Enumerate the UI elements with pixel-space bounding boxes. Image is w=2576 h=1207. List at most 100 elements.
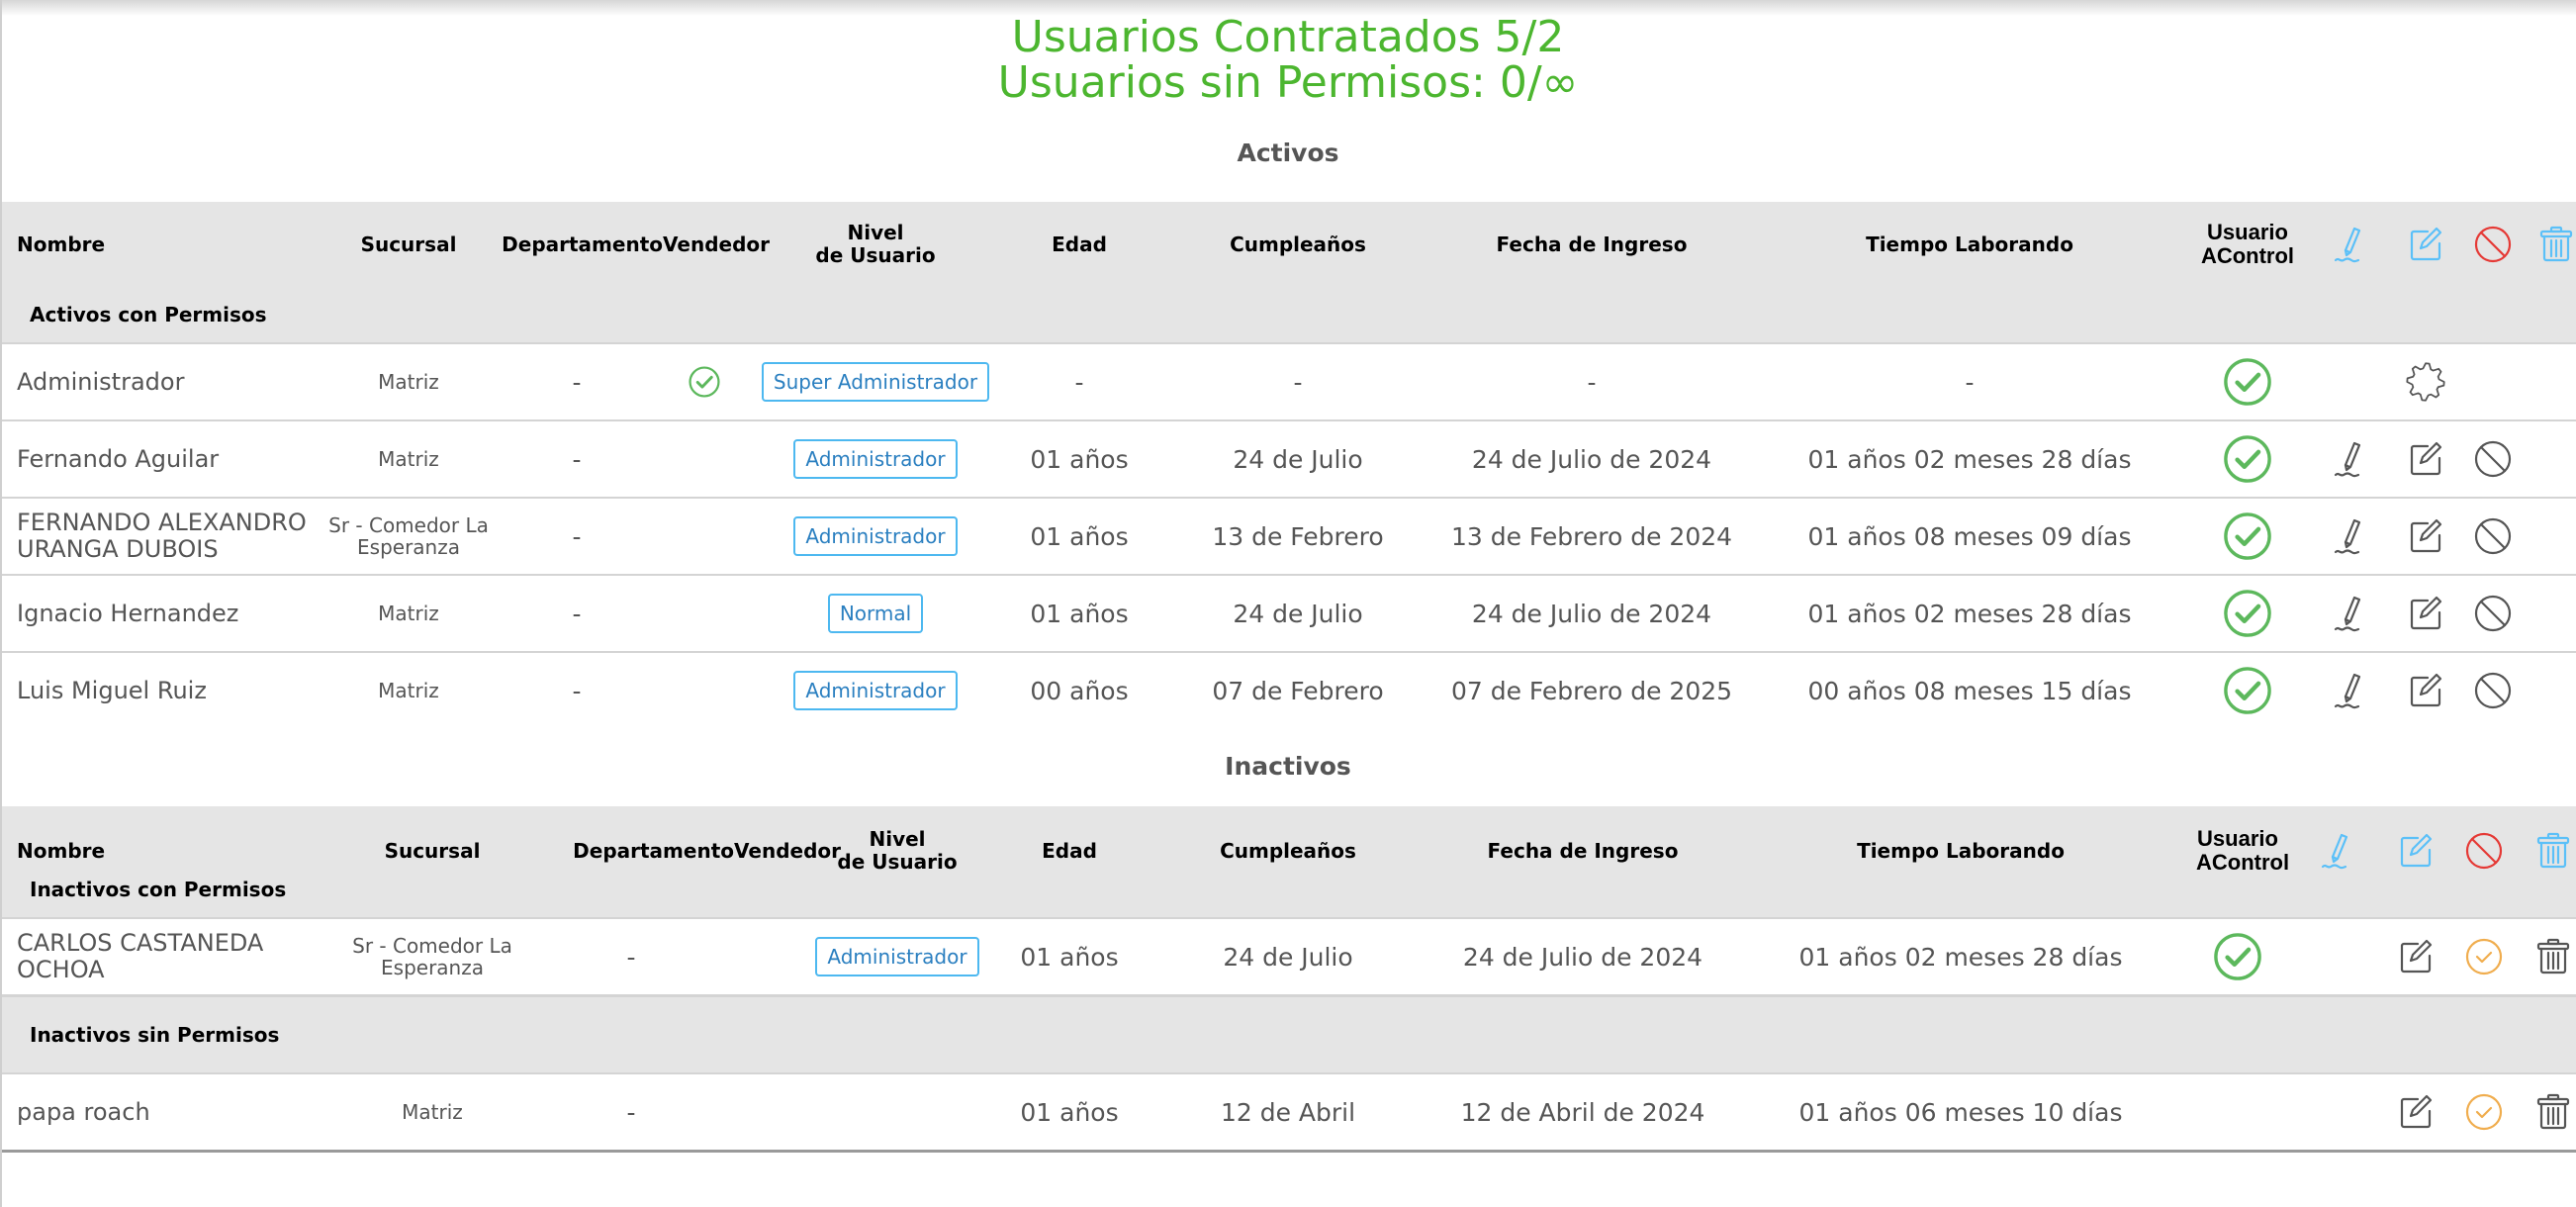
level-cell: Normal [746,594,1005,633]
action-cell [2394,1092,2438,1132]
signature-icon[interactable] [2297,225,2402,264]
branch-cell: Matriz [378,602,439,625]
signature-icon[interactable] [2279,831,2394,871]
user-level-badge[interactable]: Administrador [793,671,958,710]
column-header-acontrol: Usuario AControl [2196,826,2290,875]
acontrol-cell [2196,931,2279,982]
edit-icon[interactable] [2402,225,2449,264]
acontrol-cell [2198,356,2297,408]
group-header: Activos con Permisos [2,287,2576,342]
ban-icon[interactable] [2473,516,2513,556]
department-cell: - [626,942,636,972]
group-header: Inactivos con Permisos [2,862,2576,917]
action-cell [2449,671,2536,710]
user-name: Fernando Aguilar [17,444,220,473]
acontrol-cell [2198,433,2297,485]
hire-date-cell: 12 de Abril de 2024 [1460,1097,1705,1127]
column-header-birthday: Cumpleaños [1220,838,1356,863]
department-cell: - [626,1097,636,1127]
section-title-inactivos: Inactivos [1225,752,1351,781]
edit-icon[interactable] [2396,1092,2436,1132]
edit-icon[interactable] [2406,594,2445,633]
birthday-cell: 24 de Julio [1223,942,1353,972]
tenure-cell: - [1965,367,1975,397]
user-name: Ignacio Hernandez [17,599,239,627]
column-header-name: Nombre [17,232,106,256]
user-name: CARLOS CASTANEDA OCHOA [17,929,264,983]
table-row: Luis Miguel Ruiz Matriz - Administrador 00 a… [2,651,2576,728]
user-level-badge[interactable]: Super Administrador [761,362,990,402]
edit-icon[interactable] [2396,937,2436,976]
hire-date-cell: 24 de Julio de 2024 [1471,599,1712,628]
column-header-vendor: Vendedor [734,838,841,863]
level-cell: Administrador [746,439,1005,479]
user-level-badge[interactable]: Administrador [793,439,958,479]
action-cell [2402,516,2449,556]
ban-icon[interactable] [2438,831,2530,871]
table-row: Administrador Matriz - Super Administrador -… [2,342,2576,419]
user-level-badge[interactable]: Administrador [793,516,958,556]
birthday-cell: 12 de Abril [1220,1097,1356,1127]
birthday-cell: 07 de Febrero [1212,676,1384,705]
signature-icon[interactable] [2330,594,2369,633]
table-row: papa roach Matriz - 01 años 12 de Abril 12 de… [2,1072,2576,1153]
ban-icon[interactable] [2473,671,2513,710]
signature-icon[interactable] [2330,671,2369,710]
table-header: Nombre Sucursal Departamento Vendedor Nivel … [2,202,2576,287]
ban-icon[interactable] [2473,439,2513,479]
trash-icon[interactable] [2536,225,2576,264]
column-header-hire-date: Fecha de Ingreso [1487,838,1679,863]
acontrol-check-icon [2222,356,2273,408]
user-level-badge[interactable]: Normal [827,594,924,633]
column-header-department: Departamento [573,838,734,863]
column-header-age: Edad [1052,232,1107,256]
ban-icon[interactable] [2473,594,2513,633]
age-cell: 01 años [1030,599,1129,628]
level-cell: Administrador [746,516,1005,556]
hire-date-cell: 07 de Febrero de 2025 [1450,676,1733,705]
department-cell: - [572,367,582,397]
hire-date-cell: 24 de Julio de 2024 [1471,444,1712,474]
reactivate-check-icon[interactable] [2464,937,2504,976]
users-without-permissions-title: Usuarios sin Permisos: 0/∞ [997,57,1579,108]
acontrol-cell [2198,665,2297,716]
reactivate-check-icon[interactable] [2464,1092,2504,1132]
action-cell [2297,439,2402,479]
signature-icon[interactable] [2330,439,2369,479]
left-border [0,0,2,1207]
action-cell [2530,937,2576,976]
action-cell [2530,1092,2576,1132]
column-header-acontrol: Usuario AControl [2200,220,2295,268]
tenure-cell: 01 años 02 meses 28 días [1807,444,2132,474]
vendor-check-icon [688,365,721,399]
tenure-cell: 01 años 06 meses 10 días [1798,1097,2123,1127]
ban-icon[interactable] [2449,225,2536,264]
acontrol-cell [2198,588,2297,639]
age-cell: - [1074,367,1084,397]
edit-icon[interactable] [2406,439,2445,479]
acontrol-check-icon [2222,511,2273,562]
trash-icon[interactable] [2533,1092,2573,1132]
branch-cell: Matriz [378,370,439,394]
trash-icon[interactable] [2530,831,2576,871]
trash-icon[interactable] [2533,937,2573,976]
action-cell [2297,671,2402,710]
age-cell: 01 años [1030,444,1129,474]
signature-icon[interactable] [2330,516,2369,556]
edit-icon[interactable] [2394,831,2438,871]
acontrol-check-icon [2222,665,2273,716]
tenure-cell: 00 años 08 meses 15 días [1807,676,2132,705]
table-row: Fernando Aguilar Matriz - Administrador 01 a… [2,419,2576,497]
user-level-badge[interactable]: Administrador [815,937,979,976]
column-header-birthday: Cumpleaños [1230,232,1366,256]
edit-icon[interactable] [2406,671,2445,710]
column-header-name: Nombre [17,838,106,863]
action-cell [2449,594,2536,633]
gear-icon[interactable] [2404,360,2447,404]
action-cell [2394,937,2438,976]
hire-date-cell: - [1587,367,1597,397]
hire-date-cell: 24 de Julio de 2024 [1462,942,1703,972]
edit-icon[interactable] [2406,516,2445,556]
age-cell: 01 años [1020,1097,1119,1127]
group-header: Inactivos sin Permisos [2,994,2576,1072]
